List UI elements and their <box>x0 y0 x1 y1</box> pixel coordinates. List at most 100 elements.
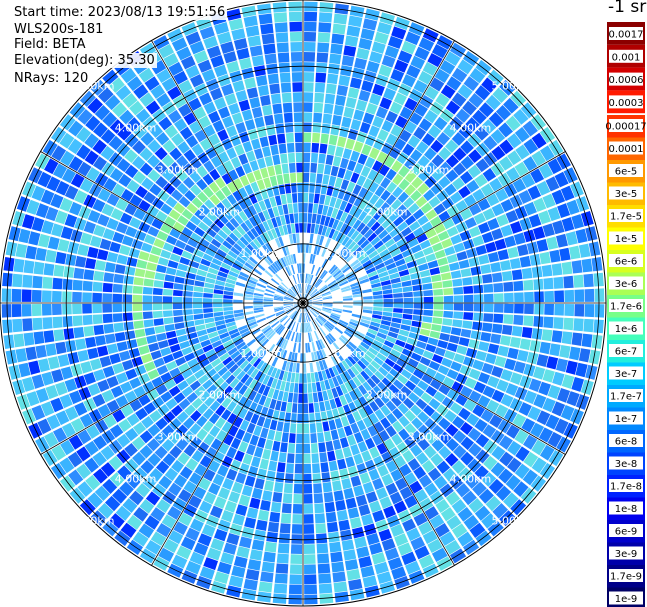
range-gate-cell <box>326 389 334 400</box>
range-gate-cell <box>234 315 245 321</box>
range-gate-cell <box>126 256 138 267</box>
range-gate-cell <box>439 264 450 274</box>
range-gate-cell <box>262 374 270 386</box>
range-gate-cell <box>273 583 288 594</box>
range-gate-cell <box>205 349 216 358</box>
range-gate-cell <box>468 498 484 514</box>
range-gate-cell <box>409 480 423 494</box>
range-gate-cell <box>236 239 246 249</box>
range-gate-cell <box>233 306 243 311</box>
range-gate-cell <box>427 124 442 139</box>
range-gate-cell <box>341 287 351 293</box>
range-gate-cell <box>126 474 141 489</box>
colorbar-label-bg <box>609 95 643 109</box>
range-gate-cell <box>312 298 323 301</box>
range-gate-cell <box>314 82 326 93</box>
range-gate-cell <box>313 319 320 329</box>
range-gate-cell <box>389 326 400 334</box>
range-gate-cell <box>246 444 256 456</box>
range-gate-cell <box>287 266 293 276</box>
range-gate-cell <box>273 249 280 260</box>
range-gate-cell <box>353 350 363 360</box>
range-gate-cell <box>185 560 201 575</box>
range-gate-cell <box>389 146 401 160</box>
range-gate-cell <box>248 390 257 401</box>
range-gate-cell <box>352 290 363 295</box>
range-gate-cell <box>283 422 290 433</box>
range-gate-cell <box>331 288 341 294</box>
colorbar-label-bg <box>609 546 643 560</box>
range-gate-cell <box>501 270 513 282</box>
range-gate-cell <box>343 106 355 119</box>
range-gate-cell <box>571 377 585 392</box>
range-gate-cell <box>451 523 468 539</box>
range-gate-cell <box>194 463 207 477</box>
range-gate-cell <box>269 83 281 95</box>
range-gate-cell <box>367 169 378 181</box>
range-gate-cell <box>334 326 344 335</box>
range-gate-cell <box>451 132 466 146</box>
range-gate-cell <box>266 330 275 339</box>
range-gate-cell <box>120 68 137 84</box>
range-gate-cell <box>452 416 465 429</box>
range-gate-cell <box>517 244 529 257</box>
range-gate-cell <box>343 298 353 301</box>
range-gate-cell <box>75 255 87 268</box>
range-gate-cell <box>556 358 568 373</box>
range-label: 4.00km <box>450 122 492 135</box>
range-gate-cell <box>142 286 153 295</box>
range-gate-cell <box>363 243 373 253</box>
range-gate-cell <box>289 287 297 296</box>
range-gate-cell <box>475 350 487 362</box>
range-gate-cell <box>310 264 316 275</box>
range-gate-cell <box>253 251 263 261</box>
range-gate-cell <box>67 138 83 155</box>
range-gate-cell <box>375 487 388 500</box>
range-gate-cell <box>79 413 94 428</box>
range-gate-cell <box>208 412 220 425</box>
range-gate-cell <box>446 76 462 91</box>
range-gate-cell <box>524 390 537 405</box>
range-gate-cell <box>318 268 325 278</box>
range-gate-cell <box>133 208 146 221</box>
range-gate-cell <box>262 104 273 116</box>
range-gate-cell <box>444 350 456 360</box>
range-gate-cell <box>269 319 279 327</box>
range-gate-cell <box>132 451 146 466</box>
range-gate-cell <box>210 538 225 551</box>
range-gate-cell <box>189 518 204 532</box>
range-gate-cell <box>26 391 40 407</box>
range-gate-cell <box>384 238 396 248</box>
range-gate-cell <box>293 112 303 123</box>
range-gate-cell <box>259 136 269 148</box>
range-gate-cell <box>92 292 102 303</box>
range-gate-cell <box>210 358 222 368</box>
range-gate-cell <box>339 317 350 324</box>
range-gate-cell <box>147 169 161 183</box>
range-gate-cell <box>411 417 424 430</box>
range-gate-cell <box>307 285 312 295</box>
range-gate-cell <box>104 94 121 111</box>
range-gate-cell <box>318 573 332 584</box>
range-gate-cell <box>257 319 268 326</box>
range-gate-cell <box>563 317 574 331</box>
range-gate-cell <box>382 289 393 295</box>
range-gate-cell <box>445 139 459 153</box>
range-gate-cell <box>265 353 273 364</box>
range-gate-cell <box>202 253 214 262</box>
range-gate-cell <box>316 317 324 325</box>
range-gate-cell <box>253 300 263 303</box>
range-gate-cell <box>419 94 434 109</box>
range-gate-cell <box>399 463 412 477</box>
range-gate-cell <box>575 394 590 410</box>
range-gate-cell <box>45 384 59 400</box>
range-gate-cell <box>474 465 489 480</box>
range-gate-cell <box>474 173 488 188</box>
range-gate-cell <box>239 536 252 549</box>
range-gate-cell <box>413 309 423 316</box>
range-gate-cell <box>207 331 219 339</box>
range-gate-cell <box>31 304 42 317</box>
range-gate-cell <box>341 478 352 490</box>
range-gate-cell <box>243 246 253 256</box>
range-gate-cell <box>247 559 262 571</box>
